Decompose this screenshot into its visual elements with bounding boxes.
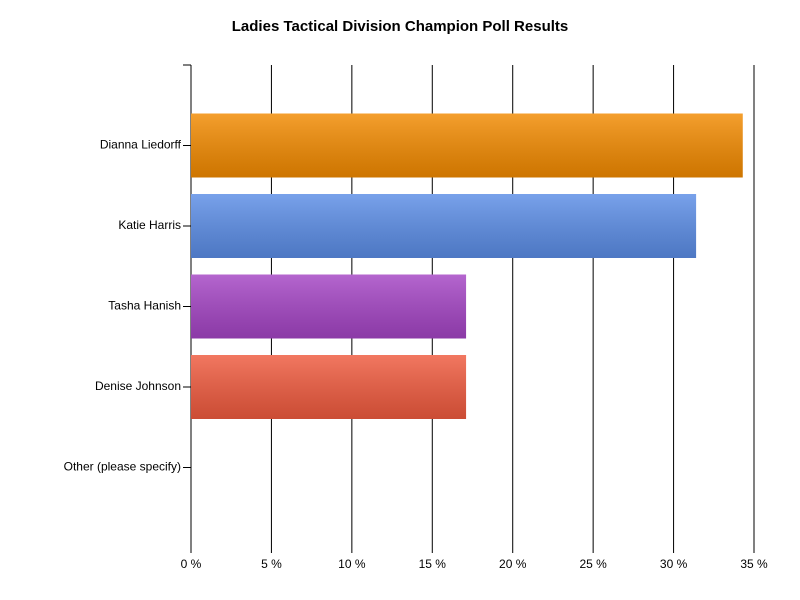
bar-shade <box>191 194 697 258</box>
x-tick-label: 20 % <box>499 557 527 571</box>
bar-shade <box>191 274 467 339</box>
bar-shade <box>191 355 467 419</box>
bar-shade <box>191 113 743 178</box>
x-tick-label: 25 % <box>579 557 607 571</box>
chart-title: Ladies Tactical Division Champion Poll R… <box>232 18 568 35</box>
y-tick-label: Dianna Liedorff <box>100 138 182 152</box>
x-tick-label: 10 % <box>338 557 366 571</box>
x-tick-label: 35 % <box>740 557 768 571</box>
y-tick-label: Tasha Hanish <box>108 299 181 313</box>
x-tick-label: 5 % <box>261 557 282 571</box>
x-tick-label: 30 % <box>660 557 688 571</box>
y-tick-label: Katie Harris <box>118 218 181 232</box>
x-tick-label: 0 % <box>181 557 202 571</box>
y-tick-label: Denise Johnson <box>95 379 181 393</box>
x-tick-label: 15 % <box>419 557 447 571</box>
y-tick-label: Other (please specify) <box>64 460 181 474</box>
